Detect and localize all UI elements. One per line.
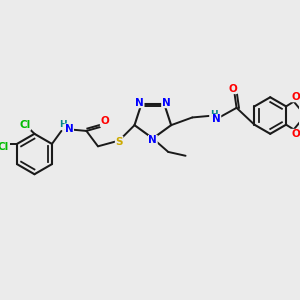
Text: H: H xyxy=(210,110,217,119)
Text: N: N xyxy=(212,114,221,124)
Text: O: O xyxy=(291,129,300,139)
Text: S: S xyxy=(116,136,123,146)
Text: O: O xyxy=(291,92,300,102)
Text: N: N xyxy=(135,98,144,108)
Text: Cl: Cl xyxy=(19,120,31,130)
Text: N: N xyxy=(162,98,170,108)
Text: N: N xyxy=(65,124,74,134)
Text: Cl: Cl xyxy=(0,142,9,152)
Text: O: O xyxy=(228,84,237,94)
Text: H: H xyxy=(59,120,67,129)
Text: N: N xyxy=(148,135,157,146)
Text: O: O xyxy=(100,116,109,126)
